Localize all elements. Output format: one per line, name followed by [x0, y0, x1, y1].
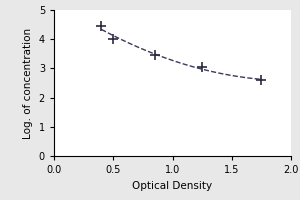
Y-axis label: Log. of concentration: Log. of concentration — [23, 27, 33, 139]
X-axis label: Optical Density: Optical Density — [132, 181, 213, 191]
